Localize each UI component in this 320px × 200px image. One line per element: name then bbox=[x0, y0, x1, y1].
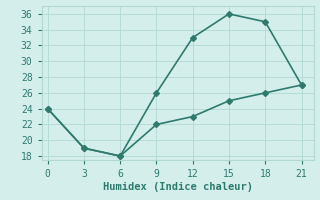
X-axis label: Humidex (Indice chaleur): Humidex (Indice chaleur) bbox=[103, 182, 252, 192]
